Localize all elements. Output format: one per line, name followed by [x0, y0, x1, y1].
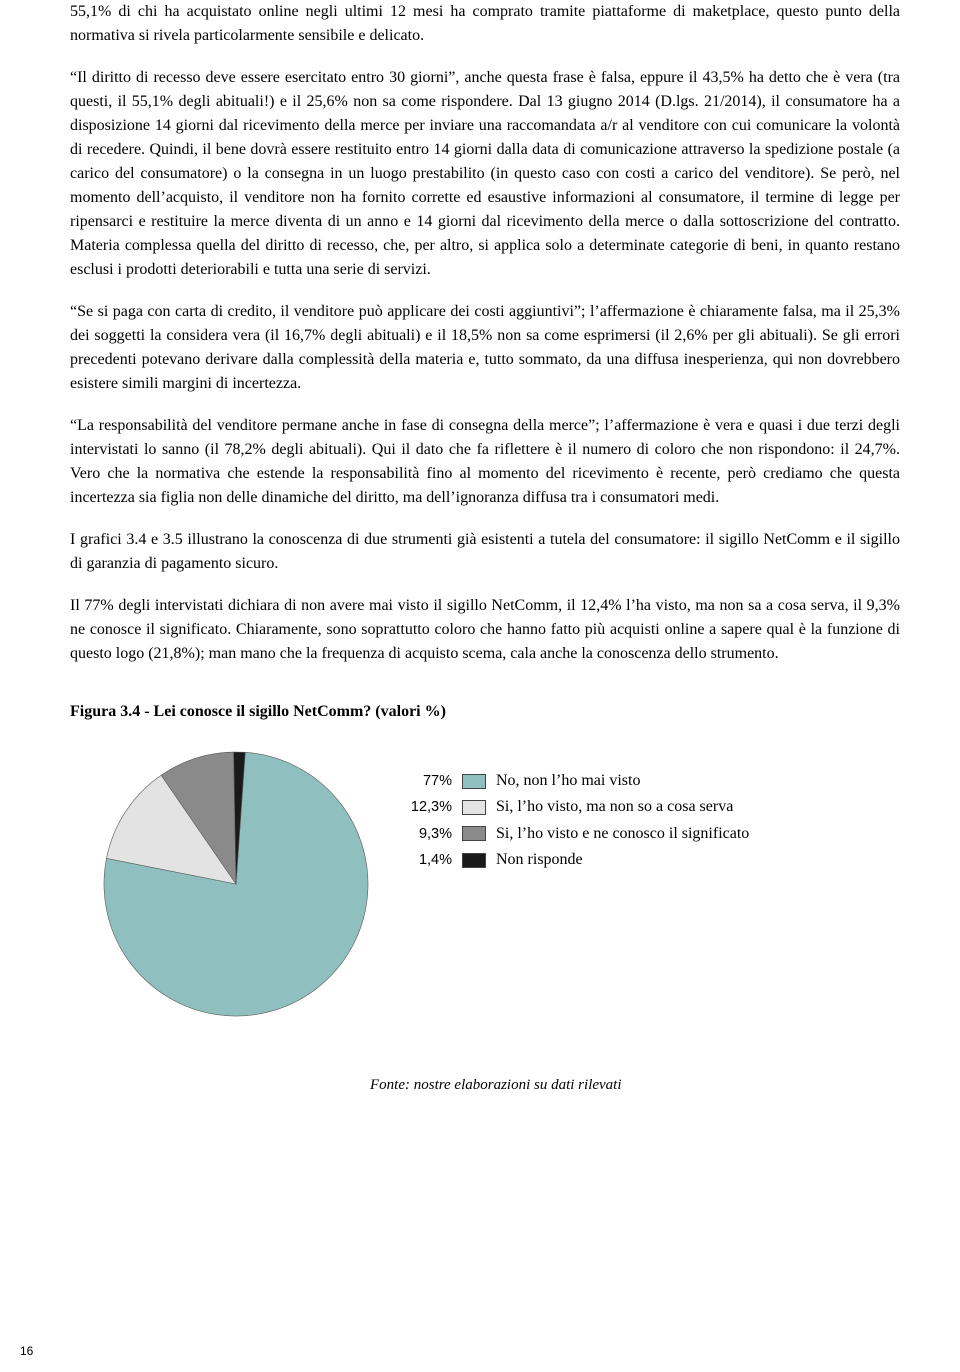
legend-swatch [462, 774, 486, 789]
legend-label: Non risponde [496, 849, 583, 871]
legend-label: Si, l’ho visto e ne conosco il significa… [496, 823, 749, 845]
figure-source: Fonte: nostre elaborazioni su dati rilev… [370, 1074, 900, 1097]
legend-row: 12,3% Si, l’ho visto, ma non so a cosa se… [406, 796, 749, 818]
body-paragraph: Il 77% degli intervistati dichiara di no… [70, 594, 900, 666]
chart-legend: 77% No, non l’ho mai visto 12,3% Si, l’ho v… [406, 770, 749, 876]
figure-title: Figura 3.4 - Lei conosce il sigillo NetC… [70, 700, 900, 724]
legend-row: 9,3% Si, l’ho visto e ne conosco il signi… [406, 823, 749, 845]
legend-percent: 77% [406, 771, 452, 791]
legend-percent: 9,3% [406, 824, 452, 844]
legend-swatch [462, 853, 486, 868]
body-paragraph: “La responsabilità del venditore permane… [70, 414, 900, 510]
legend-percent: 12,3% [406, 797, 452, 817]
pie-chart [96, 744, 376, 1032]
pie-chart-svg [96, 744, 376, 1024]
legend-row: 77% No, non l’ho mai visto [406, 770, 749, 792]
pie-chart-block: 77% No, non l’ho mai visto 12,3% Si, l’ho v… [70, 744, 900, 1032]
legend-row: 1,4% Non risponde [406, 849, 749, 871]
body-paragraph: “Se si paga con carta di credito, il ven… [70, 300, 900, 396]
body-paragraph: 55,1% di chi ha acquistato online negli … [70, 0, 900, 48]
body-paragraph: I grafici 3.4 e 3.5 illustrano la conosc… [70, 528, 900, 576]
legend-label: Si, l’ho visto, ma non so a cosa serva [496, 796, 733, 818]
legend-label: No, non l’ho mai visto [496, 770, 640, 792]
page-number: 16 [20, 1342, 33, 1360]
body-paragraph: “Il diritto di recesso deve essere eserc… [70, 66, 900, 282]
legend-percent: 1,4% [406, 850, 452, 870]
legend-swatch [462, 826, 486, 841]
legend-swatch [462, 800, 486, 815]
